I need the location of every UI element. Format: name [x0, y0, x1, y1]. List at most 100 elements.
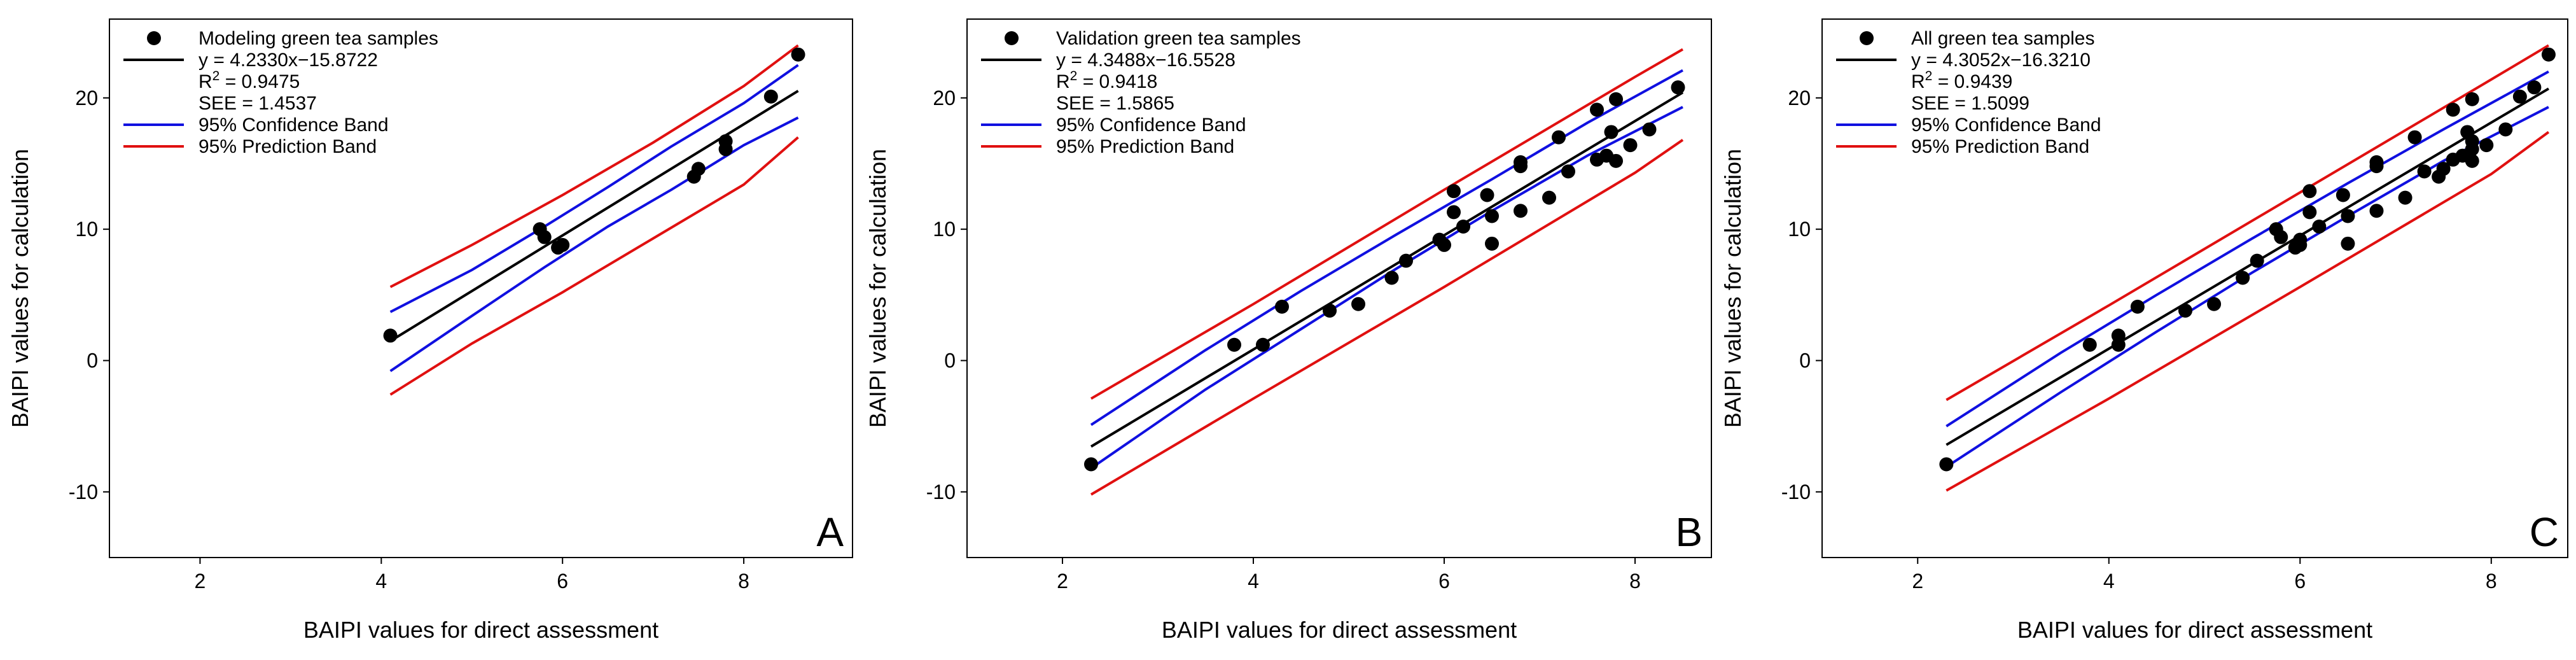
- data-point: [2369, 155, 2384, 169]
- data-point: [791, 47, 805, 62]
- chart-panel-c: 2 4 6 8 -10 0 10 20 BAIPI values for direct asse…: [1720, 18, 2568, 643]
- y-tick-label: 20: [1788, 87, 1811, 109]
- data-point: [2498, 122, 2513, 137]
- x-tick-label: 2: [1912, 570, 1923, 593]
- data-point: [2312, 220, 2327, 234]
- legend-points-label: All green tea samples: [1911, 28, 2095, 49]
- legend-confidence-label: 95% Confidence Band: [198, 115, 389, 136]
- data-point: [1609, 92, 1623, 106]
- data-point: [1623, 138, 1638, 153]
- legend-equation: y = 4.3488x−16.5528: [1056, 50, 1236, 71]
- chart-panel-a: 2 4 6 8 -10 0 10 20 BAIPI values for direct asse…: [7, 18, 853, 643]
- x-axis-label: BAIPI values for direct assessment: [303, 617, 658, 643]
- data-point: [718, 134, 733, 148]
- data-point: [1939, 457, 1954, 472]
- x-tick-label: 6: [1438, 570, 1450, 593]
- y-tick-label: 10: [75, 218, 98, 241]
- legend-see: SEE = 1.4537: [198, 93, 317, 114]
- legend-point-symbol: [147, 31, 161, 45]
- x-tick-label: 6: [557, 570, 568, 593]
- x-tick-label: 8: [2486, 570, 2497, 593]
- data-point: [2207, 297, 2222, 311]
- panel-label: B: [1675, 509, 1702, 555]
- legend-see: SEE = 1.5865: [1056, 93, 1174, 114]
- data-point: [1256, 337, 1270, 352]
- data-point: [2082, 337, 2097, 352]
- y-axis-label: BAIPI values for calculation: [1720, 149, 1746, 428]
- confidence-band-upper: [1090, 69, 1683, 426]
- x-tick-label: 2: [1057, 570, 1068, 593]
- x-axis-label: BAIPI values for direct assessment: [1162, 617, 1517, 643]
- data-point: [1604, 125, 1619, 139]
- data-point: [2236, 270, 2250, 285]
- y-tick-label: 20: [933, 87, 956, 109]
- legend-confidence-label: 95% Confidence Band: [1056, 115, 1246, 136]
- data-point: [2479, 138, 2494, 153]
- data-point: [2302, 205, 2317, 220]
- data-point: [1514, 204, 1528, 218]
- data-point: [2341, 236, 2355, 251]
- data-point: [1485, 236, 1499, 251]
- data-point: [1084, 457, 1098, 472]
- prediction-band-upper: [1090, 48, 1683, 400]
- data-point: [2302, 184, 2317, 199]
- prediction-band-lower: [1090, 139, 1684, 496]
- data-point: [1384, 270, 1399, 285]
- data-point: [2336, 188, 2350, 202]
- data-point: [1642, 122, 1657, 137]
- legend-see: SEE = 1.5099: [1911, 93, 2029, 114]
- confidence-band-lower: [389, 116, 799, 372]
- data-point: [2446, 102, 2460, 117]
- plot-frame: [109, 18, 853, 558]
- data-point: [2250, 253, 2264, 268]
- data-point: [555, 237, 570, 252]
- data-point: [2178, 304, 2192, 318]
- x-tick-label: 4: [1248, 570, 1259, 593]
- data-point: [2407, 130, 2422, 144]
- x-tick-label: 8: [1629, 570, 1641, 593]
- data-point: [1561, 164, 1575, 179]
- data-point: [2465, 92, 2479, 106]
- x-tick-label: 2: [195, 570, 206, 593]
- data-point: [1480, 188, 1494, 202]
- x-tick-label: 6: [2294, 570, 2306, 593]
- data-point: [2111, 328, 2126, 343]
- data-point: [2293, 232, 2308, 247]
- y-axis-label: BAIPI values for calculation: [865, 149, 891, 428]
- legend-prediction-label: 95% Prediction Band: [1911, 136, 2089, 157]
- data-point: [1227, 337, 1241, 352]
- x-tick-label: 8: [738, 570, 749, 593]
- legend-point-symbol: [1005, 31, 1019, 45]
- y-tick-label: 20: [75, 87, 98, 109]
- data-point: [1552, 130, 1566, 144]
- y-tick-label: 0: [944, 349, 956, 372]
- y-tick-label: 10: [933, 218, 956, 241]
- panel-label: C: [2530, 509, 2559, 555]
- data-point: [1323, 304, 1337, 318]
- x-tick-label: 4: [375, 570, 387, 593]
- y-tick-label: 10: [1788, 218, 1811, 241]
- confidence-band-lower: [1090, 106, 1683, 470]
- y-tick-label: -10: [1781, 481, 1811, 503]
- data-point: [2274, 230, 2288, 244]
- data-point: [1447, 205, 1461, 220]
- legend-prediction-label: 95% Prediction Band: [198, 136, 377, 157]
- panel-label: A: [816, 509, 844, 555]
- data-point: [691, 162, 706, 176]
- plot-frame: [966, 18, 1712, 558]
- data-point: [1447, 184, 1461, 199]
- data-point: [2398, 190, 2412, 205]
- chart-panel-b: 2 4 6 8 -10 0 10 20 BAIPI values for direct asse…: [865, 18, 1712, 643]
- data-point: [2527, 80, 2542, 95]
- data-point: [383, 328, 398, 343]
- legend-r-squared: R2 = 0.9439: [1911, 69, 2012, 92]
- data-point: [2130, 299, 2145, 314]
- data-point: [2512, 89, 2527, 104]
- data-point: [1485, 209, 1499, 223]
- confidence-band-lower: [1946, 106, 2549, 468]
- regression-line: [1946, 87, 2549, 446]
- data-point: [537, 230, 552, 244]
- data-point: [2465, 153, 2479, 168]
- data-point: [2369, 204, 2384, 218]
